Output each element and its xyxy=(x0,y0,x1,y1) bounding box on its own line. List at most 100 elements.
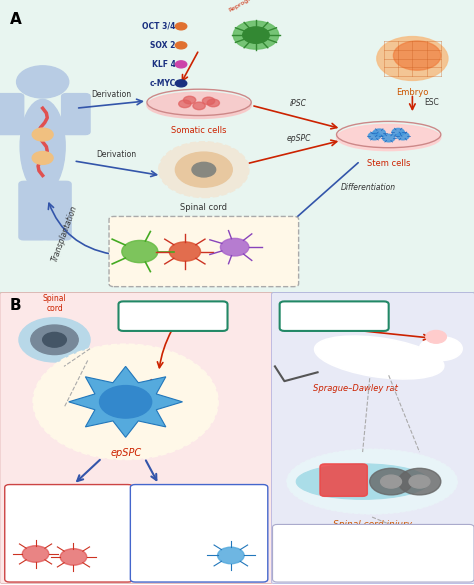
Circle shape xyxy=(409,475,430,488)
Text: Astrocyte: Astrocyte xyxy=(246,235,283,245)
Circle shape xyxy=(169,242,201,261)
Text: Oligodendrocyte: Oligodendrocyte xyxy=(151,275,214,284)
Text: c-MYC: c-MYC xyxy=(149,79,175,88)
Text: Derivation: Derivation xyxy=(96,150,136,160)
Text: Somatic cells: Somatic cells xyxy=(171,126,227,135)
Text: SOX 2: SOX 2 xyxy=(150,41,175,50)
Circle shape xyxy=(159,142,249,198)
Text: $\blacktriangledown$ Nanog: $\blacktriangledown$ Nanog xyxy=(17,524,46,534)
Circle shape xyxy=(220,239,249,256)
Polygon shape xyxy=(69,366,182,438)
FancyBboxPatch shape xyxy=(0,94,24,135)
Text: $\blacktriangle$: $\blacktriangle$ xyxy=(283,534,289,541)
Text: accelerated locomotor recovery: accelerated locomotor recovery xyxy=(291,545,392,549)
Text: Spinal cord injury: Spinal cord injury xyxy=(333,520,411,529)
Circle shape xyxy=(175,80,187,87)
Circle shape xyxy=(60,549,87,565)
Text: OCT 3/4: OCT 3/4 xyxy=(142,22,175,31)
FancyBboxPatch shape xyxy=(5,484,133,582)
Text: neurofilament TUJ1-positive fibers crossing the injured area: neurofilament TUJ1-positive fibers cross… xyxy=(291,556,474,561)
Circle shape xyxy=(370,469,412,495)
Circle shape xyxy=(175,61,187,68)
Circle shape xyxy=(368,132,381,140)
Circle shape xyxy=(393,41,441,70)
Text: functions: functions xyxy=(140,537,177,543)
FancyBboxPatch shape xyxy=(280,301,389,331)
FancyBboxPatch shape xyxy=(0,0,474,292)
FancyBboxPatch shape xyxy=(0,292,273,583)
Text: iPSC: iPSC xyxy=(290,99,307,108)
Text: ESC: ESC xyxy=(424,98,439,107)
Text: $\blacktriangle$: $\blacktriangle$ xyxy=(283,567,289,575)
Text: neural precursor Vimentin-positive cells surrounding the
injured area: neural precursor Vimentin-positive cells… xyxy=(291,567,468,578)
Text: B: B xyxy=(9,298,21,314)
Circle shape xyxy=(22,546,49,562)
Circle shape xyxy=(32,152,53,164)
Text: oligodendrocytes: oligodendrocytes xyxy=(73,508,138,514)
Circle shape xyxy=(183,96,196,104)
Ellipse shape xyxy=(315,336,444,379)
Circle shape xyxy=(207,99,219,107)
Text: epSPC: epSPC xyxy=(219,567,242,573)
Circle shape xyxy=(192,162,216,177)
Circle shape xyxy=(218,547,244,564)
Ellipse shape xyxy=(337,125,441,151)
Circle shape xyxy=(175,152,232,187)
Text: $\blacktriangle$ glucose influx: $\blacktriangle$ glucose influx xyxy=(140,511,196,521)
Text: epSPC: epSPC xyxy=(286,135,311,143)
Text: Differentiation: Differentiation xyxy=(341,183,396,192)
Circle shape xyxy=(32,128,53,141)
FancyBboxPatch shape xyxy=(320,464,367,496)
Text: $\blacktriangle$: $\blacktriangle$ xyxy=(283,545,289,552)
Circle shape xyxy=(377,36,448,80)
Circle shape xyxy=(398,469,441,495)
Ellipse shape xyxy=(147,92,251,118)
Text: Normoxic environment: Normoxic environment xyxy=(145,486,253,495)
Text: $\blacktriangle$: $\blacktriangle$ xyxy=(283,556,289,563)
Text: Spinal
cord: Spinal cord xyxy=(43,294,66,313)
Circle shape xyxy=(193,102,205,110)
Circle shape xyxy=(175,42,187,49)
Circle shape xyxy=(179,100,191,108)
Circle shape xyxy=(392,128,404,136)
Text: Stem cells: Stem cells xyxy=(367,160,410,168)
FancyBboxPatch shape xyxy=(19,181,47,240)
Text: epSPC: epSPC xyxy=(110,448,141,457)
Circle shape xyxy=(426,331,447,343)
Circle shape xyxy=(100,386,152,418)
Circle shape xyxy=(43,332,66,347)
Text: Hypoxic environment: Hypoxic environment xyxy=(18,486,119,495)
Text: Reprogramming: Reprogramming xyxy=(228,0,274,13)
Ellipse shape xyxy=(296,464,429,500)
Text: FM19G11: FM19G11 xyxy=(309,311,360,321)
Text: $\blacktriangle$ GLUT-4: $\blacktriangle$ GLUT-4 xyxy=(140,498,173,507)
Text: $\blacktriangledown$ Sox2: $\blacktriangledown$ Sox2 xyxy=(17,496,41,505)
Text: Derivation: Derivation xyxy=(91,91,131,99)
Text: $\blacktriangle$ proliferation: $\blacktriangle$ proliferation xyxy=(208,498,258,508)
FancyBboxPatch shape xyxy=(130,484,268,582)
Text: FM19G11: FM19G11 xyxy=(147,311,199,321)
Text: Transplantation: Transplantation xyxy=(50,205,79,263)
Circle shape xyxy=(122,240,158,263)
Circle shape xyxy=(175,23,187,30)
Text: Neuron: Neuron xyxy=(121,223,149,233)
Text: $\blacktriangledown$ Tgf-$\alpha$: $\blacktriangledown$ Tgf-$\alpha$ xyxy=(17,537,43,547)
FancyBboxPatch shape xyxy=(109,216,299,287)
FancyBboxPatch shape xyxy=(272,292,474,583)
Circle shape xyxy=(17,66,69,98)
Circle shape xyxy=(397,132,409,140)
Text: Oligodendrocyte: Oligodendrocyte xyxy=(24,569,82,574)
Text: $\blacktriangle$ differentiation into: $\blacktriangle$ differentiation into xyxy=(73,496,146,505)
Text: Embryo: Embryo xyxy=(396,88,428,97)
Ellipse shape xyxy=(20,99,65,193)
Circle shape xyxy=(202,97,215,105)
Circle shape xyxy=(373,129,385,136)
Circle shape xyxy=(381,475,401,488)
FancyBboxPatch shape xyxy=(62,94,90,135)
Text: $\blacktriangle$ self-renewal: $\blacktriangle$ self-renewal xyxy=(208,511,257,520)
FancyBboxPatch shape xyxy=(43,181,71,240)
Text: KLF 4: KLF 4 xyxy=(152,60,175,69)
Circle shape xyxy=(19,318,90,362)
Text: $\blacktriangle$ mitochondrial: $\blacktriangle$ mitochondrial xyxy=(140,524,195,533)
Text: A: A xyxy=(9,12,21,27)
